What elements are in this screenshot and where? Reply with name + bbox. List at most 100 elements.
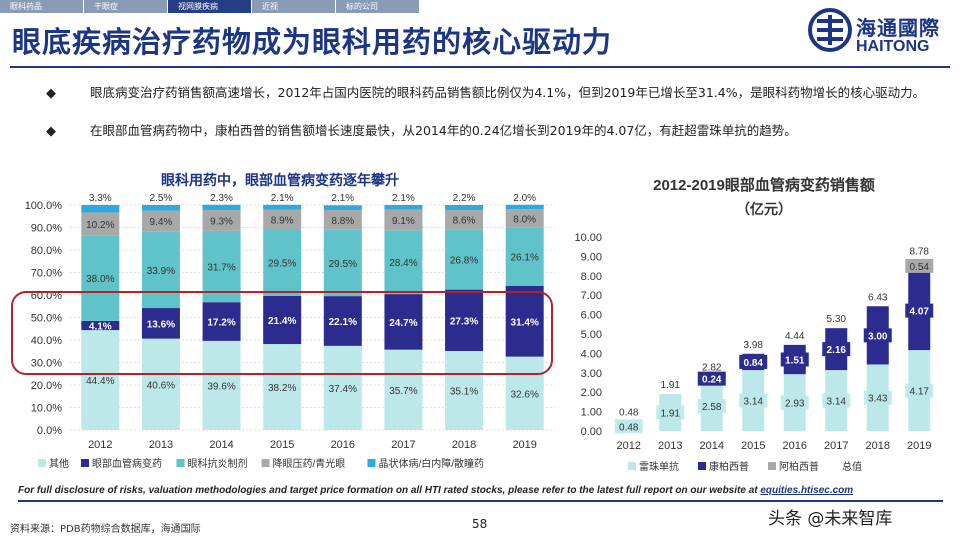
chart1-bar-0 [323,345,362,430]
chart1-legend-label: 眼部血管病变药 [92,457,162,470]
tab-0[interactable]: 眼科药品 [0,0,84,13]
chart1-data-label: 28.4% [389,258,417,269]
chart2-y-tick: 10.00 [574,232,602,244]
chart1-legend-label: 降眼压药/青光眼 [273,457,346,470]
chart1-data-label: 3.3% [89,193,112,204]
chart2-legend-label: 康柏西普 [709,460,749,473]
chart1-bar-3 [81,212,120,236]
chart1-x-tick: 2017 [391,439,415,451]
chart2-data-label: 0.24 [702,375,722,386]
chart2-x-tick: 2012 [617,440,641,452]
chart1-data-label: 9.1% [392,216,415,227]
chart2-data-label: 3.43 [868,394,888,405]
chart1-legend-swatch [367,459,376,467]
chart1-data-label: 9.3% [210,216,233,227]
chart1-bar-3 [445,209,484,230]
chart2-total-label: 0.48 [619,408,639,419]
chart1-y-tick: 50.0% [31,313,62,325]
chart1-bar-2 [81,235,120,321]
chart2-label-box [822,342,851,357]
chart1-bar-4 [81,205,120,213]
chart1-data-label: 29.5% [329,259,357,270]
bullet-icon: ◆ [46,86,56,101]
chart2-data-label: 3.00 [868,331,888,342]
chart1-data-label: 32.6% [511,389,539,400]
chart1-data-label: 2.1% [271,193,294,204]
chart1-y-tick: 70.0% [31,268,62,280]
chart2-y-tick: 4.00 [581,348,602,360]
tab-2[interactable]: 视网膜疾病 [168,0,252,13]
chart1-data-label: 24.7% [389,318,417,329]
chart2-legend-swatch [768,462,776,470]
tab-4[interactable]: 标的公司 [336,0,420,13]
chart1-legend-label: 眼科抗炎制剂 [188,457,248,470]
chart2-total-label: 4.44 [785,331,805,342]
chart1-x-tick: 2019 [512,439,536,451]
chart2-label-box [905,258,934,273]
chart2-label-box [697,398,726,413]
chart2-label-box [697,371,726,386]
chart2-y-tick: 3.00 [581,368,602,380]
disclaimer-link[interactable]: equities.htisec.com [760,485,854,496]
chart2-y-tick: 1.00 [581,407,602,419]
chart1-bar-1 [445,289,484,352]
chart1-data-label: 39.6% [207,381,235,392]
bullet-text-2: 在眼部血管病药物中，康柏西普的销售额增长速度最快，从2014年的0.24亿增长到… [90,123,797,138]
chart2-title: 2012-2019眼部血管病变药销售额 [653,176,875,194]
chart1-bar-4 [323,205,362,210]
chart1-data-label: 21.4% [268,316,296,327]
sales-stacked-bar-chart: 2012-2019眼部血管病变药销售额 （亿元） 0.00 1.00 2.00 3.00 4… [574,176,934,473]
chart2-x-tick: 2014 [700,440,724,452]
chart2-y-tick: 8.00 [581,271,602,283]
chart1-data-label: 27.3% [450,316,478,327]
chart1-data-label: 33.9% [147,266,175,277]
chart1-data-label: 17.2% [207,318,235,329]
chart1-x-tick: 2012 [88,439,112,451]
chart2-y-tick: 9.00 [581,251,602,263]
chart2-label-box [863,328,892,343]
chart1-data-label: 31.7% [207,263,235,274]
chart1-bar-1 [202,302,241,341]
chart2-legend-label: 总值 [842,460,862,473]
chart1-data-label: 8.8% [331,216,354,227]
chart2-label-box [656,405,685,420]
chart2-x-tick: 2019 [907,440,931,452]
chart1-bar-1 [323,296,362,346]
chart2-data-label: 0.54 [910,262,930,273]
chart1-bar-4 [384,205,423,210]
chart1-x-tick: 2013 [149,439,173,451]
disclaimer-text: For full disclosure of risks, valuation … [18,485,761,496]
chart2-x-tick: 2013 [658,440,682,452]
chart1-bar-2 [505,227,544,286]
chart1-legend-label: 晶状体病/白内障/散瞳药 [379,457,485,470]
chart1-bar-3 [505,209,544,228]
chart2-label-box [780,395,809,410]
chart1-data-label: 2.5% [150,193,173,204]
source-note: 资料来源：PDB药物综合数据库，海通国际 [10,524,201,535]
chart2-legend-swatch [628,462,636,470]
chart2-x-tick: 2015 [741,440,765,452]
chart1-bar-4 [505,204,544,210]
chart1-bar-2 [202,230,241,303]
chart1-bar-1 [81,320,120,331]
chart1-legend-swatch [81,459,89,467]
chart2-data-label: 2.58 [702,402,722,413]
chart2-label-box [739,354,768,369]
chart1-y-tick: 20.0% [31,380,62,392]
chart1-data-label: 2.2% [453,193,476,204]
chart1-bar-4 [445,205,484,210]
chart1-data-label: 9.4% [150,217,173,228]
chart2-data-label: 0.84 [744,358,764,369]
chart1-data-label: 22.1% [329,317,357,328]
chart1-y-tick: 80.0% [31,245,62,257]
chart1-title: 眼科用药中，眼部血管病变药逐年攀升 [161,172,399,188]
chart1-data-label: 8.0% [513,214,536,225]
chart1-bar-0 [505,356,544,430]
chart1-data-label: 4.1% [89,321,112,332]
tab-1[interactable]: 干眼症 [84,0,168,13]
bullet-icon: ◆ [46,124,56,139]
chart1-bar-1 [505,286,544,357]
chart2-total-label: 1.91 [661,380,681,391]
chart1-bar-3 [263,209,302,230]
tab-3[interactable]: 近视 [252,0,336,13]
